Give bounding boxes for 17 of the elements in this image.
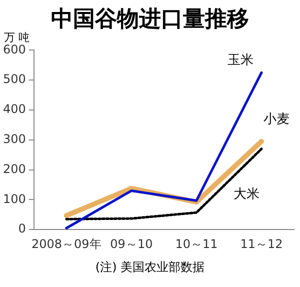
y-axis-title: 万 吨: [4, 30, 30, 44]
series-label: 大米: [233, 187, 260, 202]
text: (注) 美国农业部数据: [94, 259, 206, 276]
y-tick-label: 0: [18, 222, 26, 236]
y-tick-label: 300: [3, 132, 26, 146]
y-tick-label: 600: [3, 42, 26, 56]
series-label: 小麦: [263, 112, 290, 127]
x-tick-label: 10～11: [175, 236, 218, 251]
x-tick-label: 09～10: [110, 236, 153, 251]
series-label: 玉米: [227, 53, 254, 68]
y-tick-label: 100: [3, 192, 26, 206]
x-tick-label: 2008～09年: [32, 236, 102, 251]
y-tick-label: 200: [3, 162, 26, 176]
y-tick-label: 500: [3, 72, 26, 86]
chart-title: 中国谷物进口量推移: [51, 7, 249, 32]
x-tick-label: 11～12: [240, 236, 283, 251]
y-tick-label: 400: [3, 102, 26, 116]
